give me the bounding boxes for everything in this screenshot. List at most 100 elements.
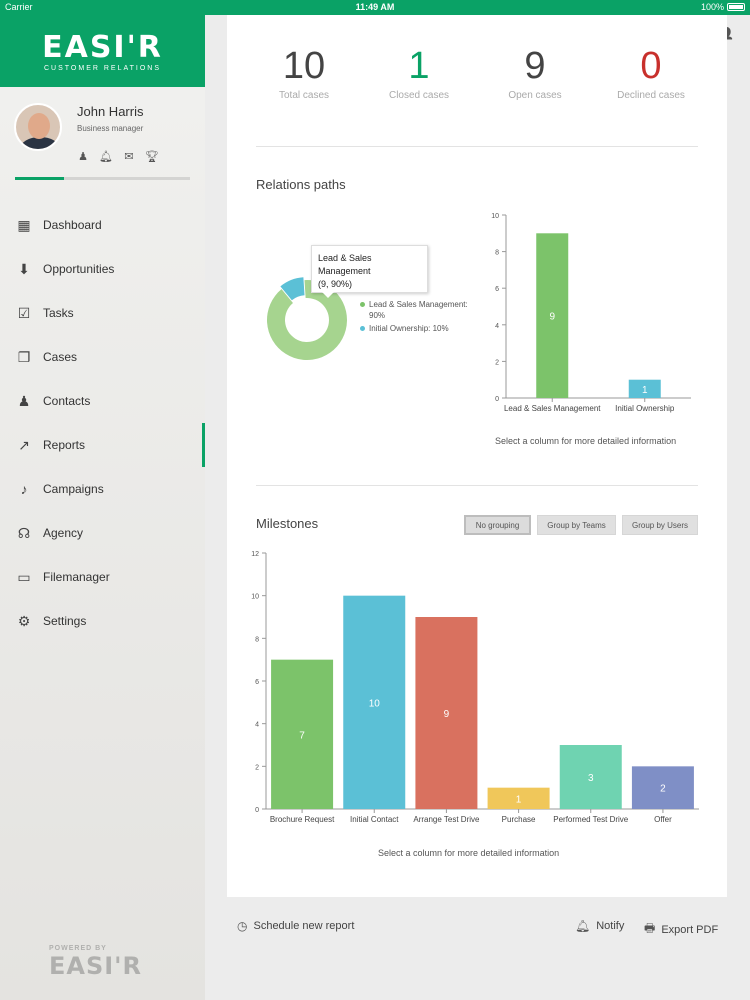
bar-1[interactable] bbox=[536, 233, 569, 398]
sidebar-item-dashboard[interactable]: ▦ Dashboard bbox=[0, 203, 205, 247]
y-tick-label: 10 bbox=[491, 213, 499, 220]
x-tick-label: Lead & Sales Management bbox=[504, 404, 601, 413]
x-tick-label: Purchase bbox=[502, 815, 536, 824]
y-tick-label: 12 bbox=[251, 551, 259, 558]
envelope-icon[interactable]: ✉ bbox=[124, 151, 134, 163]
bar-value-label: 9 bbox=[549, 312, 555, 323]
y-tick-label: 2 bbox=[255, 764, 259, 771]
sidebar-item-agency[interactable]: ☊ Agency bbox=[0, 511, 205, 555]
battery-icon bbox=[727, 3, 745, 11]
stat-declined-cases[interactable]: 0 Declined cases bbox=[591, 45, 711, 101]
user-role: Business manager bbox=[77, 124, 144, 133]
bar-value-label: 2 bbox=[660, 784, 666, 795]
filemanager-icon: ▭ bbox=[17, 568, 31, 585]
stat-value: 9 bbox=[524, 45, 546, 87]
bar-2[interactable] bbox=[628, 379, 661, 398]
export-icon: 🖶︎ bbox=[644, 921, 656, 935]
group-by-teams-button[interactable]: Group by Teams bbox=[537, 515, 616, 535]
brand-header[interactable]: EASI'R CUSTOMER RELATIONS bbox=[0, 15, 205, 87]
schedule-report-button[interactable]: ◷ Schedule new report bbox=[237, 919, 354, 933]
sidebar-item-label: Agency bbox=[43, 526, 84, 540]
legend-label: Initial Ownership: 10% bbox=[369, 324, 449, 333]
avatar[interactable] bbox=[14, 103, 62, 151]
bar-1[interactable] bbox=[271, 659, 334, 809]
user-progress-bar bbox=[15, 177, 190, 180]
powered-by: POWERED BY EASI'R bbox=[49, 945, 142, 980]
sidebar-item-filemanager[interactable]: ▭ Filemanager bbox=[0, 555, 205, 599]
x-tick-label: Arrange Test Drive bbox=[413, 815, 480, 824]
sidebar-item-contacts[interactable]: ♟ Contacts bbox=[0, 379, 205, 423]
sidebar-item-cases[interactable]: ❐ Cases bbox=[0, 335, 205, 379]
y-tick-label: 6 bbox=[255, 679, 259, 686]
relations-hint: Select a column for more detailed inform… bbox=[495, 436, 677, 446]
notify-button[interactable]: 🔔︎ Notify bbox=[575, 919, 624, 933]
y-tick-label: 0 bbox=[255, 807, 259, 814]
export-pdf-button[interactable]: 🖶︎ Export PDF bbox=[644, 919, 718, 940]
bell-icon[interactable]: 🔔︎ bbox=[99, 151, 113, 163]
bar-value-label: 1 bbox=[642, 385, 648, 396]
profile-actions: ♟ 🔔︎ ✉ 🏆︎ bbox=[76, 150, 159, 163]
sidebar-item-settings[interactable]: ⚙ Settings bbox=[0, 599, 205, 643]
bar-6[interactable] bbox=[631, 766, 694, 809]
donut-slice-2[interactable] bbox=[280, 277, 305, 301]
sidebar-item-label: Filemanager bbox=[43, 570, 110, 584]
sidebar-item-campaigns[interactable]: ♪ Campaigns bbox=[0, 467, 205, 511]
y-tick-label: 8 bbox=[495, 250, 499, 257]
group-by-users-button[interactable]: Group by Users bbox=[622, 515, 698, 535]
relations-paths-title: Relations paths bbox=[256, 177, 346, 192]
stat-closed-cases[interactable]: 1 Closed cases bbox=[359, 45, 479, 101]
relations-donut-chart[interactable] bbox=[257, 270, 357, 370]
y-tick-label: 4 bbox=[495, 323, 499, 330]
bell-icon: 🔔︎ bbox=[575, 919, 591, 933]
battery-indicator: 100% bbox=[701, 2, 745, 12]
y-tick-label: 8 bbox=[255, 636, 259, 643]
sidebar-item-label: Settings bbox=[43, 614, 87, 628]
cases-icon: ❐ bbox=[17, 348, 31, 365]
trophy-icon[interactable]: 🏆︎ bbox=[145, 151, 159, 163]
bar-value-label: 10 bbox=[369, 698, 381, 709]
x-tick-label: Initial Ownership bbox=[615, 404, 675, 413]
status-bar: Carrier 11:49 AM 100% bbox=[0, 0, 750, 15]
stat-label: Total cases bbox=[278, 90, 330, 101]
bar-2[interactable] bbox=[343, 595, 406, 809]
report-card: 10 Total cases 1 Closed cases 9 Open cas… bbox=[227, 15, 727, 897]
bar-5[interactable] bbox=[559, 745, 622, 809]
sidebar-item-reports[interactable]: ↗ Reports bbox=[0, 423, 205, 467]
notify-label: Notify bbox=[596, 920, 625, 932]
stat-label: Declined cases bbox=[617, 90, 685, 101]
stat-open-cases[interactable]: 9 Open cases bbox=[475, 45, 595, 101]
tooltip-value: (9, 90%) bbox=[318, 279, 353, 289]
sidebar-item-label: Dashboard bbox=[43, 218, 102, 232]
profile-icon[interactable]: ♟ bbox=[78, 151, 88, 163]
export-label: Export PDF bbox=[661, 923, 719, 936]
donut-slice-1[interactable] bbox=[267, 280, 347, 360]
campaigns-icon: ♪ bbox=[20, 481, 28, 497]
stat-value: 10 bbox=[282, 45, 326, 87]
brand-tagline: CUSTOMER RELATIONS bbox=[43, 65, 162, 72]
y-tick-label: 2 bbox=[495, 359, 499, 366]
sidebar-item-opportunities[interactable]: ⬇ Opportunities bbox=[0, 247, 205, 291]
reports-icon: ↗ bbox=[18, 436, 30, 453]
sidebar-item-label: Reports bbox=[43, 438, 86, 452]
bar-3[interactable] bbox=[415, 617, 478, 809]
divider bbox=[256, 146, 698, 147]
stat-total-cases[interactable]: 10 Total cases bbox=[244, 45, 364, 101]
y-tick-label: 4 bbox=[255, 722, 259, 729]
clock: 11:49 AM bbox=[355, 2, 395, 12]
opportunities-icon: ⬇ bbox=[18, 260, 30, 277]
sidebar-item-tasks[interactable]: ☑ Tasks bbox=[0, 291, 205, 335]
stat-value: 0 bbox=[640, 45, 662, 87]
legend-dot bbox=[360, 326, 365, 331]
powered-by-label: POWERED BY bbox=[49, 945, 107, 952]
legend-dot bbox=[360, 302, 365, 307]
bar-value-label: 1 bbox=[516, 794, 522, 805]
legend-item-lead-sales: Lead & Sales Management: 90% bbox=[360, 299, 468, 321]
bar-4[interactable] bbox=[487, 787, 550, 809]
contacts-icon: ♟ bbox=[17, 392, 31, 409]
no-grouping-button[interactable]: No grouping bbox=[464, 515, 531, 535]
stat-value: 1 bbox=[408, 45, 430, 87]
tasks-icon: ☑ bbox=[17, 304, 31, 321]
x-tick-label: Performed Test Drive bbox=[553, 815, 629, 824]
x-tick-label: Brochure Request bbox=[270, 815, 335, 824]
